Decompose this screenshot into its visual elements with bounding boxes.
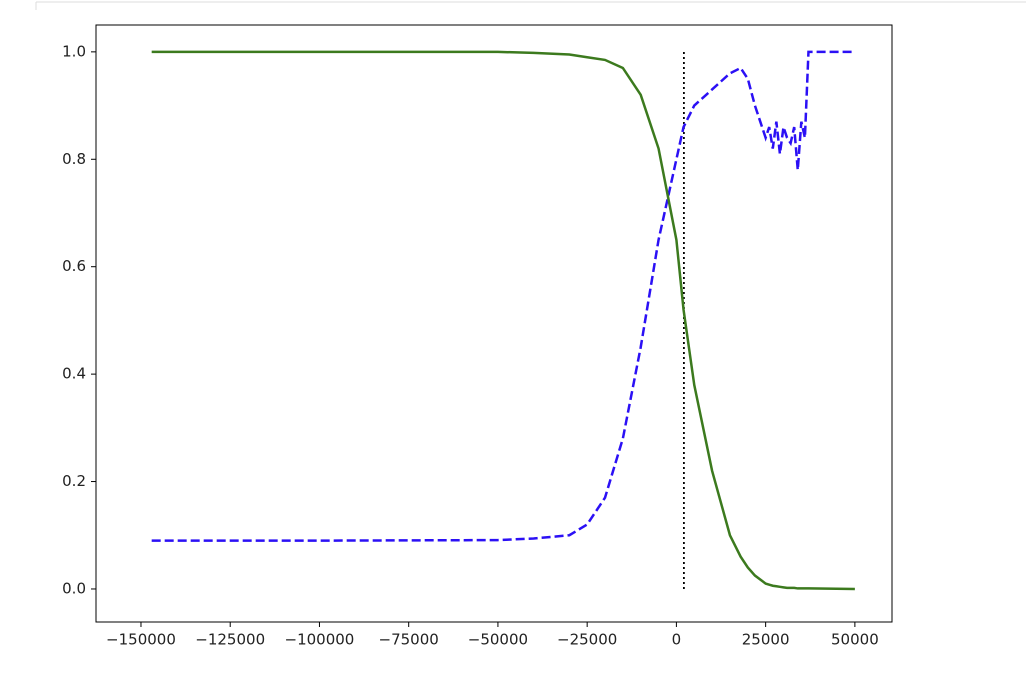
axes-frame [95, 24, 893, 623]
x-tick-label: 25000 [742, 631, 790, 649]
x-tick-label: −75000 [379, 631, 439, 649]
x-tick-label: −125000 [195, 631, 265, 649]
x-tick-label: 50000 [831, 631, 879, 649]
line-series [151, 50, 855, 591]
y-tick-label: 0.0 [62, 579, 86, 597]
x-tick-label: −25000 [557, 631, 617, 649]
y-tick-label: 0.6 [62, 257, 86, 275]
x-tick-label: −150000 [106, 631, 176, 649]
y-tick-label: 0.2 [62, 472, 86, 490]
x-tick-label: 0 [672, 631, 682, 649]
x-tick-label: −50000 [468, 631, 528, 649]
y-tick-label: 1.0 [62, 42, 86, 60]
line-series [151, 50, 855, 542]
x-tick-label: −100000 [285, 631, 355, 649]
y-tick-label: 0.4 [62, 365, 86, 383]
y-tick-label: 0.8 [62, 150, 86, 168]
plot-area [151, 50, 855, 591]
